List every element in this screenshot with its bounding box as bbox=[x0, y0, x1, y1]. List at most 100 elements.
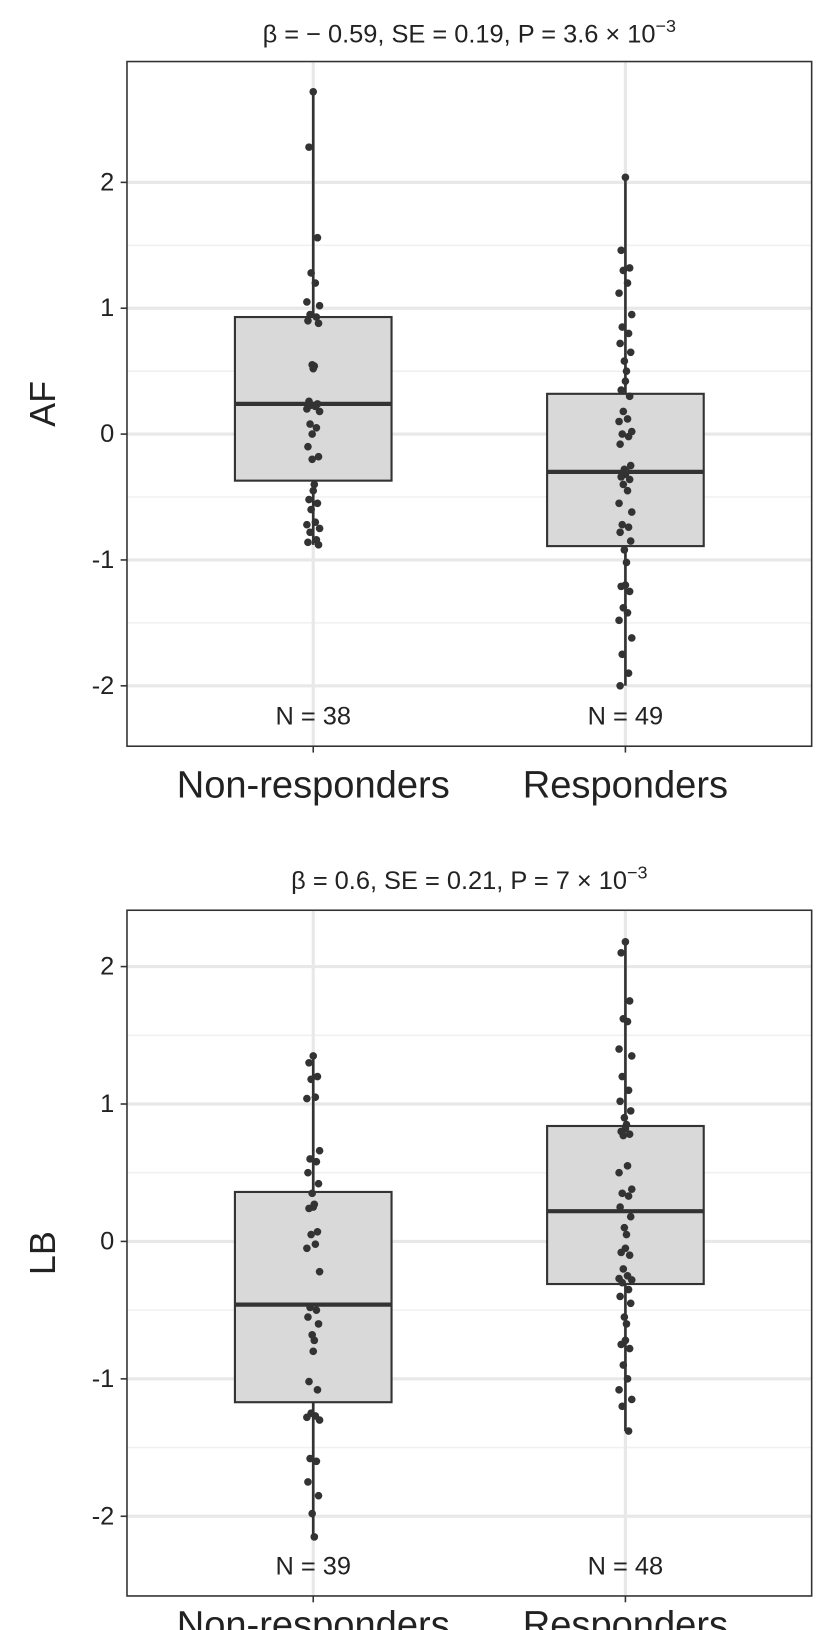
data-point bbox=[307, 1075, 315, 1084]
title-text: β = − 0.59, SE = 0.19, P = 3.6 × 10 bbox=[263, 20, 656, 48]
data-point bbox=[620, 546, 629, 554]
data-point bbox=[310, 480, 319, 489]
data-point bbox=[315, 1267, 324, 1276]
data-point bbox=[303, 1094, 311, 1103]
data-point bbox=[315, 301, 324, 310]
data-point bbox=[306, 528, 314, 537]
data-point bbox=[618, 650, 627, 659]
data-point bbox=[617, 949, 625, 957]
data-point bbox=[620, 1313, 629, 1321]
data-point bbox=[304, 1313, 312, 1321]
data-point bbox=[623, 1375, 632, 1383]
data-point bbox=[624, 1427, 633, 1435]
data-point bbox=[621, 938, 630, 946]
data-point bbox=[624, 329, 633, 338]
chart-title: β = − 0.59, SE = 0.19, P = 3.6 × 10−3 bbox=[263, 16, 676, 49]
x-tick-label: Non-responders bbox=[177, 764, 450, 806]
data-point bbox=[314, 541, 323, 549]
data-point bbox=[625, 392, 634, 401]
data-point bbox=[624, 1192, 633, 1200]
data-point bbox=[305, 1377, 313, 1386]
data-point bbox=[622, 1320, 631, 1328]
x-tick-label: Responders bbox=[523, 764, 728, 806]
data-point bbox=[617, 246, 625, 255]
data-point bbox=[624, 1285, 633, 1294]
data-point bbox=[625, 475, 634, 484]
y-tick-label: -1 bbox=[92, 1365, 115, 1393]
data-point bbox=[306, 1155, 314, 1163]
data-point bbox=[314, 1320, 323, 1328]
data-point bbox=[305, 143, 313, 151]
data-point bbox=[616, 681, 624, 690]
data-point bbox=[624, 432, 633, 441]
x-tick-label: Non-responders bbox=[177, 1605, 450, 1630]
data-point bbox=[303, 1413, 311, 1422]
chart-title: β = 0.6, SE = 0.21, P = 7 × 10−3 bbox=[291, 862, 647, 895]
y-tick-label: 2 bbox=[100, 953, 114, 981]
data-point bbox=[627, 1185, 636, 1194]
data-point bbox=[618, 1278, 627, 1287]
data-point bbox=[313, 1072, 322, 1081]
data-point bbox=[309, 1052, 318, 1060]
data-point bbox=[622, 558, 631, 567]
y-tick-label: 0 bbox=[100, 420, 114, 448]
y-axis-label: LB bbox=[22, 1231, 63, 1275]
data-point bbox=[313, 1386, 322, 1394]
panel-border bbox=[126, 60, 813, 748]
data-point bbox=[618, 1402, 627, 1411]
data-point bbox=[306, 1303, 314, 1312]
data-point bbox=[619, 480, 628, 489]
data-point bbox=[310, 1336, 319, 1345]
data-point bbox=[308, 430, 316, 438]
data-point bbox=[615, 499, 623, 508]
data-point bbox=[617, 1248, 625, 1257]
data-point bbox=[619, 603, 628, 612]
data-point bbox=[622, 367, 631, 375]
data-point bbox=[306, 310, 314, 319]
data-point bbox=[307, 269, 315, 277]
data-point bbox=[618, 1072, 627, 1081]
data-point bbox=[625, 997, 634, 1005]
data-point bbox=[315, 524, 324, 533]
data-point bbox=[314, 319, 323, 328]
data-point bbox=[315, 1416, 324, 1424]
box bbox=[233, 315, 393, 482]
data-point bbox=[616, 440, 624, 448]
data-point bbox=[617, 473, 625, 481]
y-axis-label: AF bbox=[22, 381, 63, 427]
data-point bbox=[306, 1454, 314, 1463]
data-point bbox=[620, 357, 629, 365]
data-point bbox=[623, 279, 632, 287]
data-point bbox=[625, 1344, 634, 1353]
box bbox=[546, 1124, 705, 1286]
data-point bbox=[615, 1386, 623, 1394]
data-point bbox=[619, 407, 628, 416]
data-point bbox=[620, 1223, 629, 1232]
data-point bbox=[311, 1240, 320, 1248]
data-point bbox=[619, 266, 628, 275]
data-point bbox=[312, 1157, 321, 1166]
data-point bbox=[304, 1478, 312, 1486]
data-point bbox=[616, 1097, 624, 1106]
data-point bbox=[307, 505, 315, 514]
data-point bbox=[313, 233, 322, 242]
y-tick-label: -2 bbox=[92, 672, 115, 700]
data-point bbox=[313, 1227, 322, 1236]
y-tick-label: 1 bbox=[100, 294, 114, 322]
y-tick-label: 2 bbox=[100, 168, 114, 196]
data-point bbox=[625, 264, 634, 272]
data-point bbox=[304, 442, 312, 451]
data-point bbox=[314, 1179, 323, 1188]
data-point bbox=[626, 461, 635, 470]
data-point bbox=[618, 430, 627, 438]
data-point bbox=[314, 452, 323, 461]
data-point bbox=[309, 1347, 318, 1356]
data-point bbox=[617, 386, 625, 394]
data-point bbox=[303, 1244, 311, 1253]
data-point bbox=[623, 1162, 632, 1170]
data-point bbox=[615, 616, 623, 625]
data-point bbox=[616, 528, 624, 537]
data-point bbox=[625, 587, 634, 596]
data-point bbox=[627, 508, 636, 516]
data-point bbox=[623, 608, 632, 617]
